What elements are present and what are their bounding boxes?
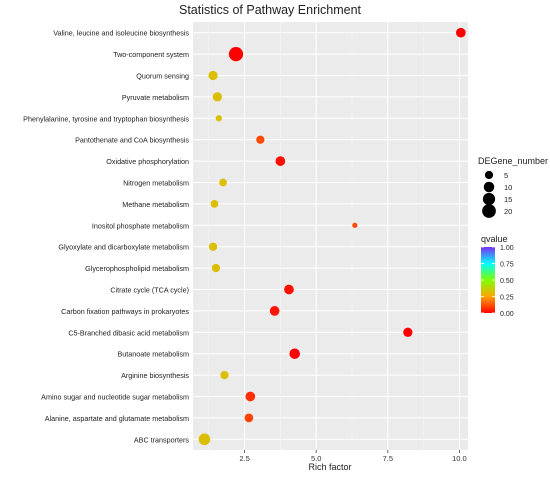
x-tick-label: 7.5 [383,454,393,463]
x-axis-label: Rich factor [308,462,351,472]
data-point [269,306,280,316]
y-tick-label: Nitrogen metabolism [123,179,189,188]
y-tick-label: Amino sugar and nucleotide sugar metabol… [41,393,189,402]
y-tick-label: Valine, leucine and isoleucine biosynthe… [53,29,189,38]
grid-lines [193,22,468,450]
data-point [256,135,265,144]
size-legend-label: 15 [504,195,512,204]
y-tick-label: Pantothenate and CoA biosynthesis [75,136,189,145]
data-point [215,115,222,122]
data-point [403,327,413,337]
y-tick-label: Oxidative phosphorylation [106,157,189,166]
chart-title: Statistics of Pathway Enrichment [179,3,362,17]
x-tick-label: 5.0 [311,454,321,463]
y-tick-label: Carbon fixation pathways in prokaryotes [61,307,189,316]
x-tick-labels: 2.5 5.0 7.5 10.0 [239,450,467,463]
y-tick-label: Quorum sensing [136,72,189,81]
y-tick-label: Pyruvate metabolism [122,93,189,102]
data-point [219,178,227,187]
x-tick-label: 10.0 [452,454,467,463]
data-point [208,70,218,81]
y-tick-label: Methane metabolism [122,200,189,209]
data-point [211,263,221,273]
data-point [284,284,294,295]
y-tick-label: Glycerophospholipid metabolism [85,264,189,273]
data-point [352,222,358,228]
data-point [289,348,300,359]
data-point [212,92,222,102]
y-tick-label: Phenylalanine, tyrosine and tryptophan b… [23,114,189,123]
data-point [245,391,256,402]
y-tick-label: C5-Branched dibasic acid metabolism [68,328,189,337]
y-tick-label: Arginine biosynthesis [121,371,189,380]
data-point [208,242,218,251]
plot-panel [193,22,468,450]
data-point [228,46,244,62]
size-legend-circle [483,181,495,193]
y-tick-labels: Valine, leucine and isoleucine biosynthe… [23,29,189,445]
size-legend-circle [484,170,494,180]
y-tick-label: Glyoxylate and dicarboxylate metabolism [58,243,189,252]
y-tick-label: ABC transporters [134,435,190,444]
data-point [275,156,286,166]
size-legend-label: 10 [504,183,512,192]
qvalue-color-bar [481,247,495,313]
data-point [244,413,254,423]
y-tick-label: Alanine, aspartate and glutamate metabol… [45,414,189,423]
y-tick-label: Butanoate metabolism [117,350,189,359]
data-point [220,370,229,380]
y-tick-label: Inositol phosphate metabolism [92,221,189,230]
size-legend-circle [482,204,496,218]
size-legend-label: 20 [504,207,512,216]
data-point [455,27,466,38]
y-tick-label: Two-component system [113,50,189,59]
qvalue-color-legend: qvalue 1.00 0.75 0.50 0.25 0.00 [481,234,514,318]
color-legend-label: 0.50 [500,278,514,285]
x-tick-label: 2.5 [239,454,249,463]
size-legend: DEGene_number 5 10 15 20 [478,156,548,218]
data-point [198,433,211,446]
data-point [210,200,219,208]
color-legend-title: qvalue [481,234,508,244]
data-points [198,27,466,446]
color-legend-label: 0.25 [500,295,514,302]
size-legend-label: 5 [504,171,508,180]
size-legend-circle [482,192,496,206]
color-legend-label: 1.00 [500,245,514,252]
y-tick-label: Citrate cycle (TCA cycle) [110,286,189,295]
color-legend-label: 0.75 [500,262,514,269]
size-legend-title: DEGene_number [478,156,548,166]
color-legend-label: 0.00 [500,311,514,318]
